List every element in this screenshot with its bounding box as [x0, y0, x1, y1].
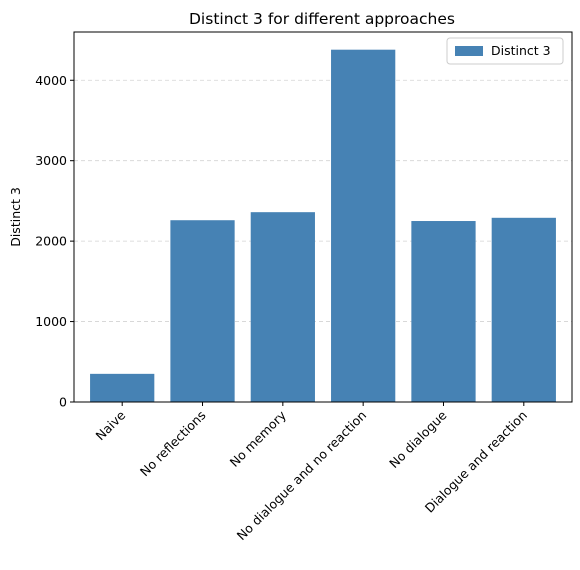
- y-tick-label: 3000: [35, 153, 67, 168]
- chart-title: Distinct 3 for different approaches: [189, 10, 455, 28]
- bars: [90, 49, 556, 403]
- axes: [73, 31, 573, 403]
- legend-box: [446, 37, 564, 65]
- bar: [331, 49, 396, 403]
- bar: [170, 220, 235, 402]
- x-tick-label: No reflections: [137, 408, 209, 480]
- y-tick-label: 4000: [35, 73, 67, 88]
- x-tick-label: No memory: [227, 407, 290, 470]
- y-ticks: 0 1000 2000 3000 4000: [35, 73, 74, 410]
- legend-label: Distinct 3: [491, 43, 551, 58]
- legend: Distinct 3: [446, 37, 564, 65]
- x-tick-label: Naive: [93, 407, 129, 443]
- y-tick-label: 2000: [35, 234, 67, 249]
- y-tick-label: 1000: [35, 314, 67, 329]
- y-tick-label: 0: [59, 395, 67, 410]
- bar: [90, 373, 155, 402]
- x-tick-label: No dialogue and no reaction: [234, 408, 370, 544]
- grid-lines: [74, 79, 572, 322]
- legend-swatch: [455, 46, 483, 56]
- plot-frame: [73, 31, 573, 403]
- x-tick-label: No dialogue: [386, 407, 450, 471]
- y-axis-label: Distinct 3: [8, 187, 23, 247]
- bar: [411, 221, 476, 402]
- bar: [250, 212, 315, 402]
- bar: [491, 217, 556, 402]
